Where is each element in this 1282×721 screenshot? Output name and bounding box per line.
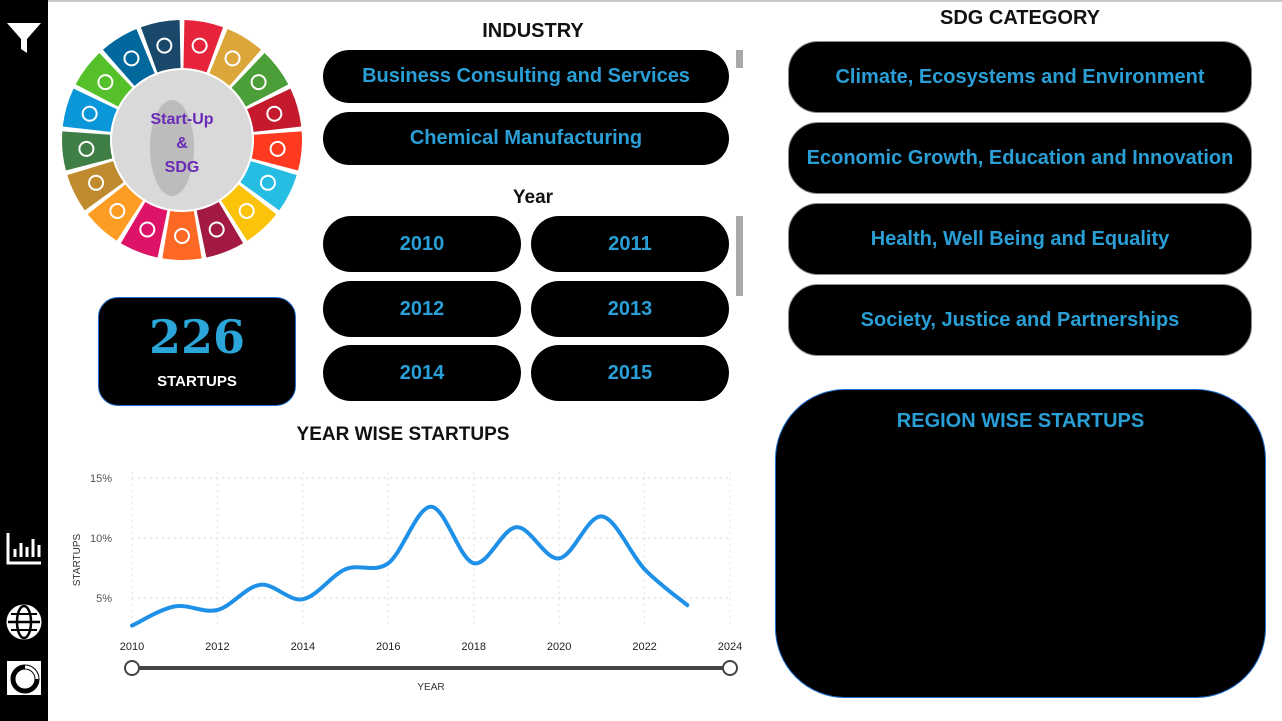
y-axis-label: STARTUPS: [72, 533, 83, 586]
data-point[interactable]: [429, 505, 433, 509]
left-nav-rail: [0, 0, 48, 721]
sdg-wheel-segment: [240, 161, 297, 211]
year-option[interactable]: 2012: [323, 281, 521, 337]
data-point[interactable]: [130, 624, 134, 628]
sdg-goal-icon: [88, 174, 105, 191]
sdg-wheel-segment: [247, 88, 302, 132]
kpi-value: 226: [148, 310, 246, 364]
data-point[interactable]: [301, 597, 305, 601]
data-point[interactable]: [173, 604, 177, 608]
y-tick-label: 10%: [90, 533, 112, 545]
x-tick-label: 2012: [205, 641, 229, 653]
range-handle-start[interactable]: [124, 660, 140, 676]
year-scrollbar[interactable]: [736, 216, 743, 296]
industry-title: INDUSTRY: [482, 20, 584, 42]
sdg-goal-icon: [250, 74, 267, 91]
region-title: REGION WISE STARTUPS: [896, 410, 1145, 432]
top-divider: [48, 0, 1282, 2]
industry-option[interactable]: Chemical Manufacturing: [323, 112, 729, 165]
sdg-goal-icon: [259, 174, 276, 191]
y-tick-label: 15%: [90, 473, 112, 485]
year-option[interactable]: 2010: [323, 216, 521, 272]
chart-title: YEAR WISE STARTUPS: [297, 424, 510, 445]
data-point[interactable]: [472, 561, 476, 565]
sdg-goal-icon: [97, 74, 114, 91]
sdg-goal-icon: [139, 221, 156, 238]
sdg-wheel-segment: [183, 20, 224, 73]
sdg-wheel-segment: [140, 20, 181, 73]
sdg-goal-icon: [156, 37, 173, 54]
sdg-title: SDG CATEGORY: [939, 7, 1100, 29]
data-point[interactable]: [557, 556, 561, 560]
x-tick-label: 2010: [120, 641, 144, 653]
logo-text: Start-Up & SDG: [150, 111, 214, 176]
filter-icon[interactable]: [4, 18, 44, 58]
sdg-wheel-segment: [162, 211, 202, 260]
donut-chart-icon[interactable]: [4, 658, 44, 698]
sdg-wheel-segment: [120, 201, 168, 258]
sdg-wheel-segment: [196, 201, 244, 258]
sdg-goal-icon: [191, 37, 208, 54]
sdg-goal-icon: [81, 105, 98, 122]
x-tick-label: 2020: [547, 641, 571, 653]
sdg-wheel-segment: [62, 88, 117, 132]
bar-chart-icon[interactable]: [4, 528, 44, 568]
year-option[interactable]: 2011: [531, 216, 729, 272]
data-point[interactable]: [685, 603, 689, 607]
y-tick-label: 5%: [96, 593, 112, 605]
year-option[interactable]: 2014: [323, 345, 521, 401]
sdg-wheel-segment: [221, 184, 277, 241]
x-tick-label: 2018: [461, 641, 485, 653]
figure-silhouette: [150, 100, 194, 196]
sdg-wheel-logo: Start-Up & SDG: [62, 20, 302, 260]
sdg-wheel-segment: [209, 28, 262, 86]
data-point[interactable]: [514, 525, 518, 529]
sdg-wheel-segment: [251, 131, 302, 171]
sdg-goal-icon: [174, 228, 190, 244]
data-point[interactable]: [386, 561, 390, 565]
sdg-wheel-segment: [102, 28, 155, 86]
year-title: Year: [512, 187, 554, 208]
sdg-goal-icon: [238, 202, 255, 219]
sdg-goal-icon: [269, 140, 286, 157]
sdg-option[interactable]: Society, Justice and Partnerships: [788, 284, 1252, 356]
sdg-goal-icon: [109, 202, 126, 219]
industry-scrollbar[interactable]: [736, 50, 743, 68]
x-tick-label: 2024: [718, 641, 742, 653]
sdg-wheel-segment: [75, 52, 133, 107]
sdg-goal-icon: [123, 50, 140, 67]
data-point[interactable]: [215, 608, 219, 612]
sdg-wheel-segment: [231, 52, 289, 107]
sdg-option[interactable]: Health, Well Being and Equality: [788, 203, 1252, 275]
sdg-wheel-segment: [87, 184, 143, 241]
x-tick-label: 2022: [632, 641, 656, 653]
data-point[interactable]: [600, 514, 604, 518]
industry-option[interactable]: Business Consulting and Services: [323, 50, 729, 103]
data-point[interactable]: [258, 583, 262, 587]
x-tick-label: 2014: [291, 641, 315, 653]
year-wise-chart: YEAR WISE STARTUPS 5% 10% 15% 2010 2012 2014 20…: [60, 418, 760, 708]
kpi-label: STARTUPS: [157, 373, 237, 390]
sdg-option[interactable]: Economic Growth, Education and Innovatio…: [788, 122, 1252, 194]
data-point[interactable]: [344, 567, 348, 571]
sdg-goal-icon: [208, 221, 225, 238]
region-wise-panel: REGION WISE STARTUPS: [775, 389, 1266, 698]
sdg-wheel-segment: [67, 161, 124, 211]
line-chart-svg: YEAR WISE STARTUPS 5% 10% 15% 2010 2012 2014 20…: [72, 424, 742, 693]
globe-icon[interactable]: [4, 602, 44, 642]
data-point[interactable]: [643, 567, 647, 571]
sdg-option[interactable]: Climate, Ecosystems and Environment: [788, 41, 1252, 113]
series-line[interactable]: [130, 504, 690, 628]
sdg-goal-icon: [78, 140, 95, 157]
startups-kpi-card: 226 STARTUPS: [98, 297, 296, 406]
x-tick-label: 2016: [376, 641, 400, 653]
sdg-wheel-segment: [62, 131, 113, 171]
year-option[interactable]: 2015: [531, 345, 729, 401]
sdg-goal-icon: [266, 105, 283, 122]
x-axis-label: YEAR: [417, 682, 444, 693]
range-handle-end[interactable]: [722, 660, 738, 676]
sdg-goal-icon: [224, 50, 241, 67]
year-option[interactable]: 2013: [531, 281, 729, 337]
